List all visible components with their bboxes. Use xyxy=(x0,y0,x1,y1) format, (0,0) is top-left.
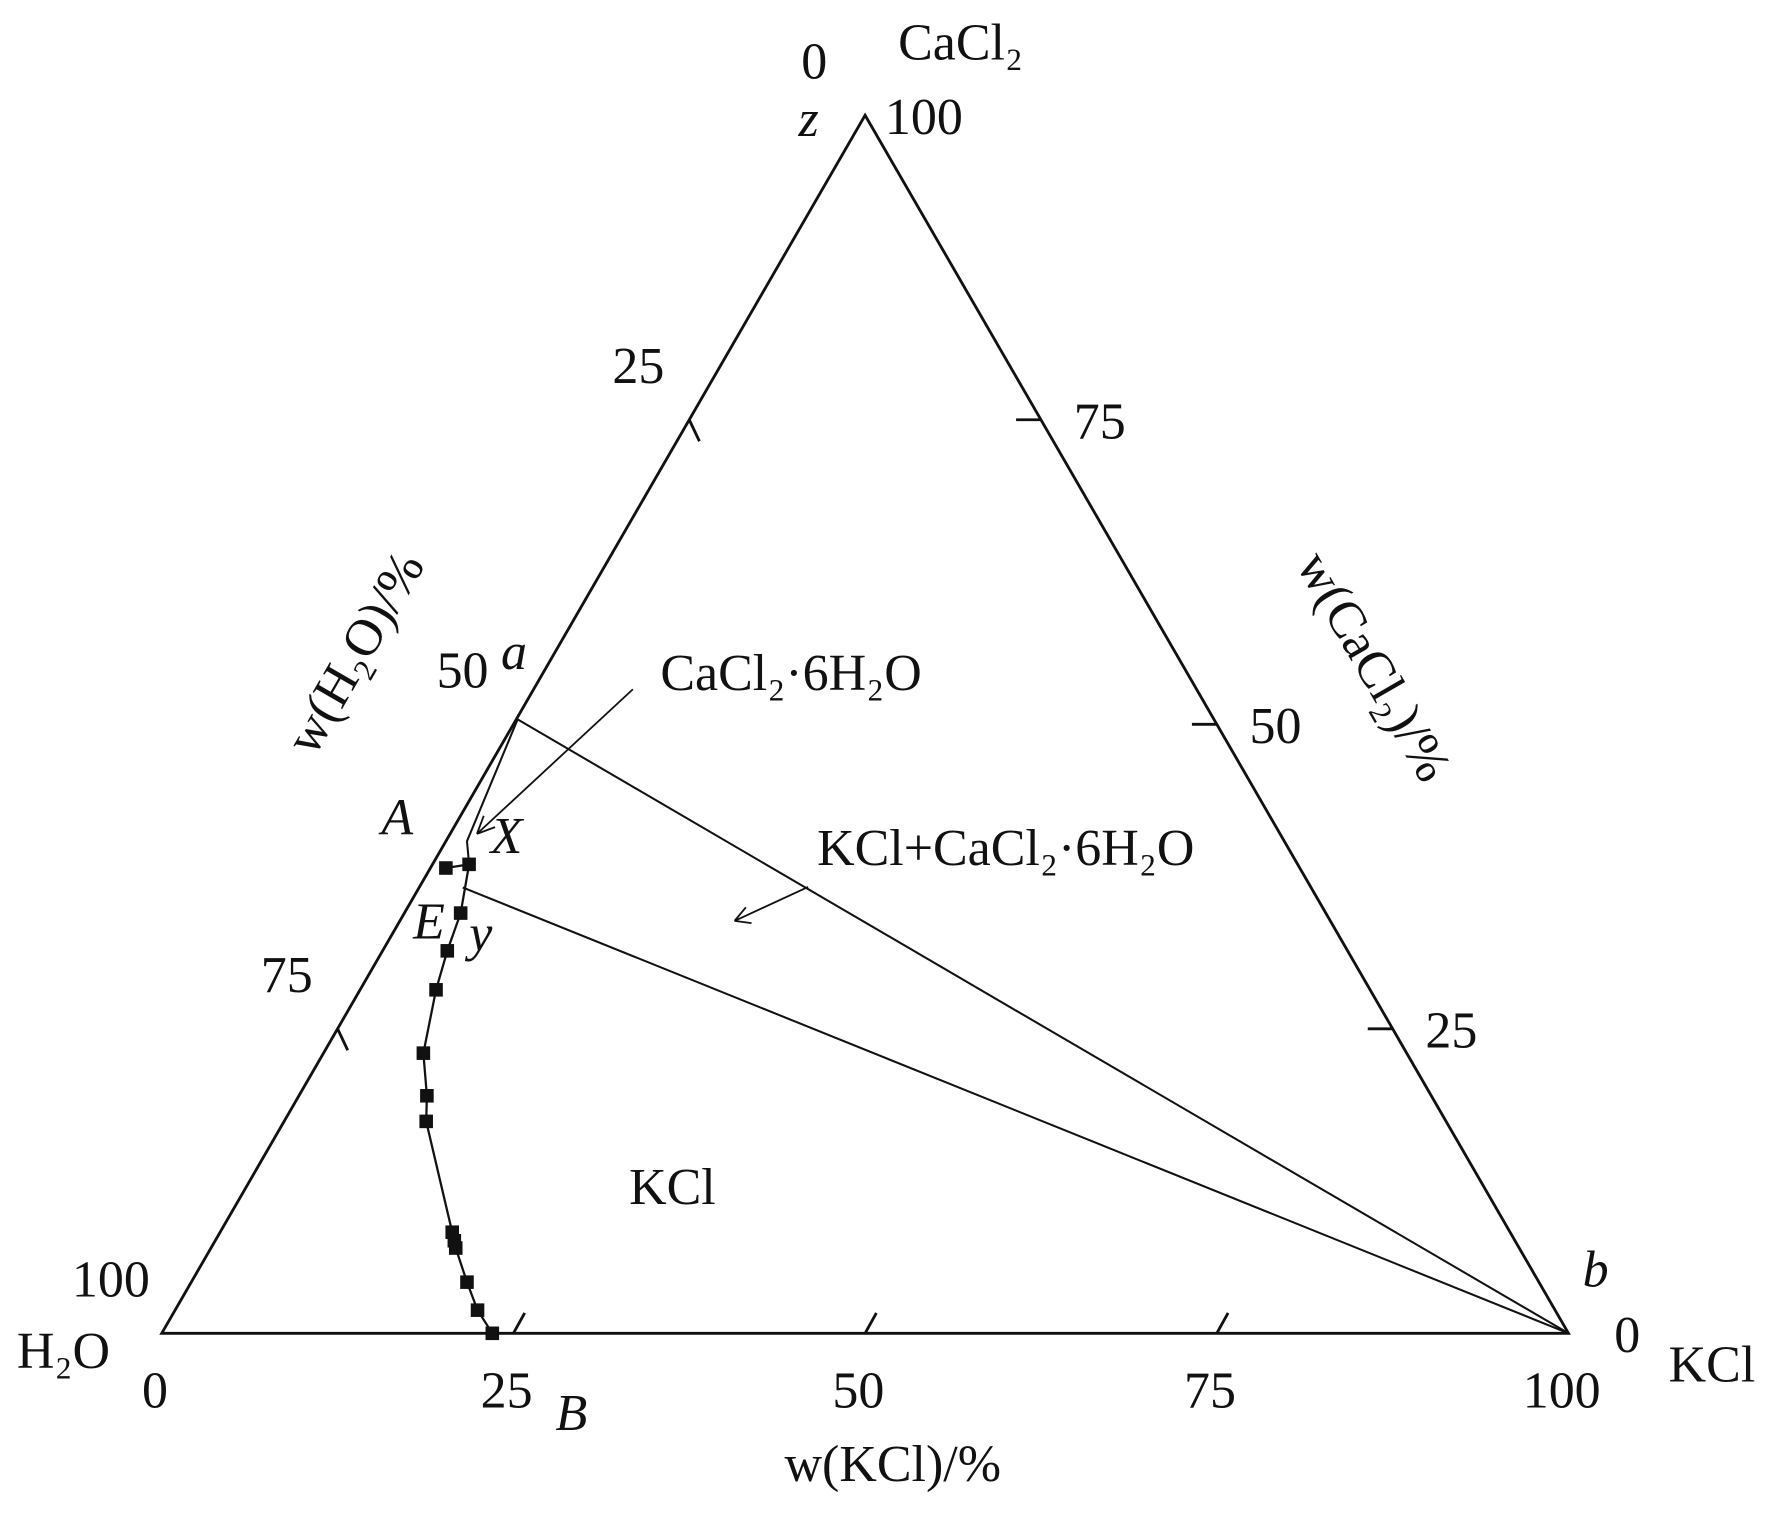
region-label: KCl xyxy=(629,1159,716,1216)
data-point xyxy=(462,857,476,872)
tick-label: 75 xyxy=(1184,1362,1236,1419)
tick-label: 25 xyxy=(481,1362,533,1419)
tick-label: 50 xyxy=(1250,698,1302,755)
tick-mark xyxy=(863,1312,878,1334)
tick-label: 50 xyxy=(437,643,489,700)
triangle xyxy=(159,112,1571,1335)
data-point xyxy=(485,1326,500,1341)
tick-label: 0 xyxy=(142,1362,168,1419)
point-label: B xyxy=(556,1385,588,1442)
tick-label: 0 xyxy=(1614,1307,1640,1364)
tick-label: 25 xyxy=(612,338,664,395)
region-label: CaCl₂·6H₂O xyxy=(660,645,921,702)
point-label: a xyxy=(501,624,527,681)
point-label: b xyxy=(1583,1241,1609,1298)
data-point xyxy=(439,861,453,875)
tick-mark xyxy=(512,1312,526,1334)
tie-line xyxy=(462,886,1569,1335)
tie-line xyxy=(517,718,1569,1335)
point-label: z xyxy=(797,91,818,148)
axis-title-left: w(H₂O)/% xyxy=(275,542,436,764)
point-label: X xyxy=(489,808,525,865)
point-label: y xyxy=(464,905,493,962)
tick-label: 100 xyxy=(72,1252,150,1309)
data-point xyxy=(445,1225,459,1239)
annotation-arrows xyxy=(476,688,809,925)
tick-label: 0 xyxy=(801,34,827,91)
tick-mark xyxy=(336,1028,350,1051)
axis-title-right: w(CaCl₂)/% xyxy=(1285,542,1462,791)
point-label: E xyxy=(412,894,445,951)
tick-mark xyxy=(687,419,701,442)
region-label: KCl+CaCl₂·6H₂O xyxy=(817,820,1194,877)
tick-label: 100 xyxy=(1523,1362,1601,1419)
axis-title-bottom: w(KCl)/% xyxy=(785,1436,1002,1493)
tick-label: 75 xyxy=(261,947,313,1004)
data-point xyxy=(419,1114,433,1129)
tick-mark xyxy=(1215,1312,1230,1334)
data-point xyxy=(453,906,468,920)
tick-label: 50 xyxy=(832,1362,884,1419)
data-point xyxy=(416,1046,431,1060)
vertex-right: KCl xyxy=(1669,1336,1756,1393)
point-label: A xyxy=(378,790,413,847)
vertex-left: H₂O xyxy=(17,1323,110,1380)
tie-line xyxy=(465,719,519,865)
tick-label: 75 xyxy=(1074,393,1126,450)
tick-label: 25 xyxy=(1425,1002,1477,1059)
data-point xyxy=(420,1089,434,1103)
vertex-top: CaCl₂ xyxy=(898,14,1023,71)
data-point xyxy=(460,1275,474,1289)
data-point xyxy=(429,983,443,997)
data-point xyxy=(470,1303,485,1317)
tick-label: 100 xyxy=(885,89,963,146)
data-point xyxy=(440,944,455,958)
